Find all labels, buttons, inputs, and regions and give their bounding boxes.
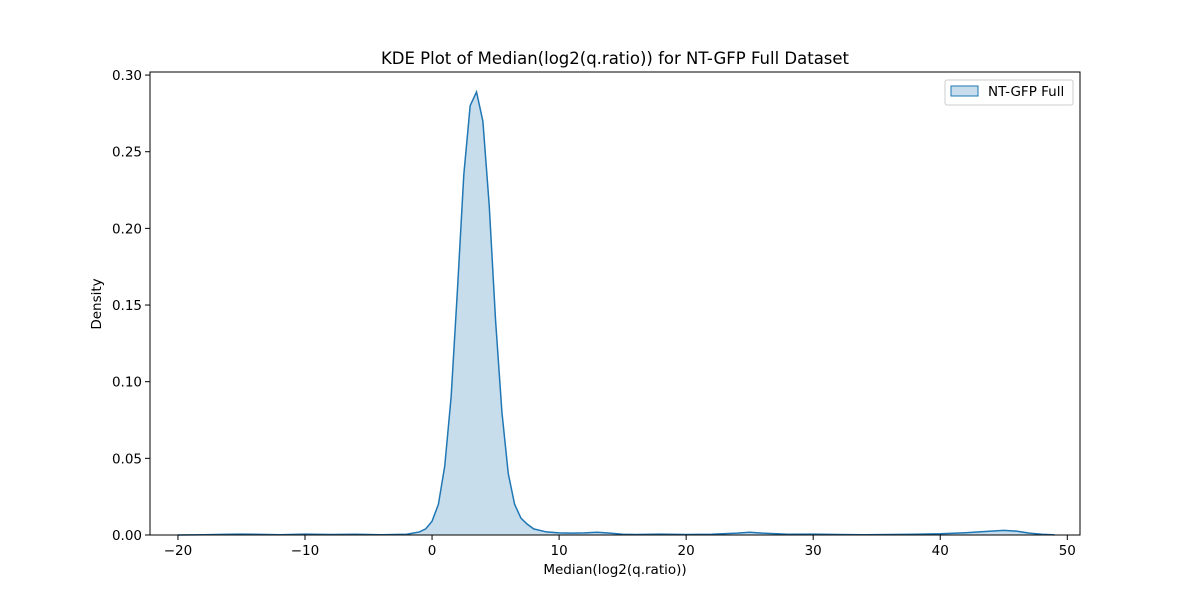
- x-tick-label: 50: [1059, 543, 1076, 559]
- y-tick-label: 0.30: [112, 68, 142, 84]
- legend-label: NT-GFP Full: [988, 84, 1064, 100]
- y-tick-label: 0.10: [112, 375, 142, 391]
- y-tick-label: 0.05: [112, 451, 142, 467]
- x-tick-label: 10: [551, 543, 568, 559]
- x-tick-label: −10: [291, 543, 320, 559]
- legend-swatch: [950, 85, 979, 97]
- y-tick-label: 0.25: [112, 145, 142, 161]
- x-tick-label: 20: [678, 543, 695, 559]
- x-tick-label: 30: [805, 543, 822, 559]
- y-axis-label: Density: [89, 278, 105, 329]
- y-tick-label: 0.15: [112, 298, 142, 314]
- legend: NT-GFP Full: [944, 79, 1074, 106]
- chart-title: KDE Plot of Median(log2(q.ratio)) for NT…: [381, 49, 850, 68]
- x-tick-label: 40: [932, 543, 949, 559]
- x-axis-label: Median(log2(q.ratio)): [543, 562, 686, 578]
- y-axis-ticks: 0.00 0.05 0.10 0.15 0.20 0.25 0.30: [112, 68, 150, 544]
- kde-area-0: [177, 91, 1055, 536]
- plot-area: [177, 89, 1055, 536]
- plot-frame: [149, 71, 1081, 536]
- kde-line-0: [177, 89, 1055, 536]
- x-axis-ticks: −20 −10 0 10 20 30 40 50: [164, 535, 1076, 559]
- x-tick-label: −20: [164, 543, 193, 559]
- y-tick-label: 0.00: [112, 528, 142, 544]
- y-tick-label: 0.20: [112, 221, 142, 237]
- x-tick-label: 0: [428, 543, 437, 559]
